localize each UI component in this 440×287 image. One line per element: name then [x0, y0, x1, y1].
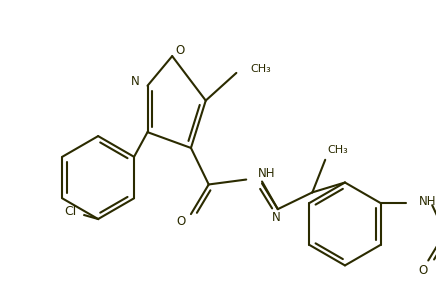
Text: O: O: [176, 44, 185, 57]
Text: NH: NH: [418, 195, 436, 208]
Text: O: O: [176, 216, 186, 228]
Text: CH₃: CH₃: [250, 64, 271, 74]
Text: CH₃: CH₃: [327, 145, 348, 155]
Text: NH: NH: [258, 167, 275, 180]
Text: Cl: Cl: [64, 205, 77, 218]
Text: N: N: [271, 211, 280, 224]
Text: O: O: [419, 264, 428, 277]
Text: N: N: [131, 75, 140, 88]
